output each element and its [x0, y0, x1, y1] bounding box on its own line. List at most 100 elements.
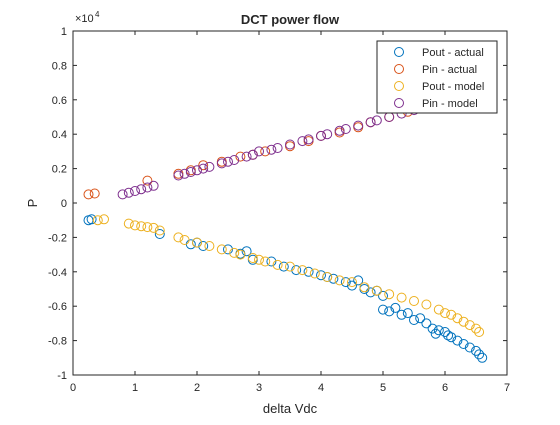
y-tick-label: -0.8 [48, 336, 67, 348]
data-point [378, 304, 388, 315]
data-point [285, 261, 295, 272]
y-exponent-power: 4 [95, 10, 100, 19]
legend-item: Pout - actual [394, 47, 484, 59]
data-point [266, 256, 277, 267]
data-point [340, 124, 351, 134]
data-point [204, 241, 215, 251]
data-point [272, 143, 283, 153]
data-point [148, 222, 159, 233]
x-tick-label: 1 [132, 382, 138, 394]
data-point [179, 235, 190, 245]
data-point [235, 249, 246, 260]
data-point [316, 270, 326, 281]
x-tick-label: 2 [194, 382, 200, 394]
x-tick-label: 0 [70, 382, 76, 394]
y-tick-label: 0.8 [52, 60, 67, 72]
legend-box [376, 40, 498, 114]
data-point [198, 241, 209, 251]
data-point [353, 120, 364, 131]
data-point [142, 175, 153, 186]
data-point [371, 285, 382, 296]
x-axis-title: delta Vdc [263, 401, 318, 416]
data-point [371, 115, 382, 126]
data-point [285, 139, 295, 150]
y-tick-label: -0.4 [48, 267, 67, 279]
data-point [378, 290, 388, 301]
y-tick-label: -0.2 [48, 232, 67, 244]
data-point [247, 253, 258, 263]
data-point [260, 256, 271, 267]
data-point [198, 160, 209, 171]
legend-item: Pin - actual [394, 64, 477, 76]
data-point [409, 296, 419, 306]
ticks-layer: 0 1 2 3 4 5 6 7 -1 -0.8 -0.6 -0.4 -0.2 0 0.2 0.4 0.6 0.8 1 [48, 26, 510, 394]
data-point [433, 304, 444, 315]
points-layer [83, 101, 488, 363]
data-point [396, 292, 407, 303]
data-point [421, 299, 432, 310]
data-point [185, 167, 196, 177]
data-point [216, 158, 227, 169]
x-tick-label: 3 [256, 382, 262, 394]
data-point [464, 342, 475, 353]
data-point [266, 144, 277, 155]
data-point [396, 309, 407, 320]
legend-marker [394, 47, 404, 57]
data-point [440, 327, 450, 337]
data-point [347, 280, 357, 291]
x-tick-label: 4 [318, 382, 324, 394]
chart-title: DCT power flow [241, 12, 340, 27]
data-point [235, 151, 246, 162]
data-point [198, 163, 209, 174]
legend-label: Pout - actual [422, 47, 484, 59]
data-point [291, 265, 302, 276]
data-point [322, 272, 333, 282]
data-point [440, 308, 450, 319]
data-point [83, 189, 94, 200]
data-point [328, 273, 339, 284]
data-point [474, 327, 485, 337]
x-tick-label: 6 [442, 382, 448, 394]
y-axis-title: P [25, 199, 40, 208]
data-point [390, 302, 401, 313]
legend-marker [394, 64, 404, 74]
y-tick-label: 1 [61, 26, 67, 38]
data-point [384, 289, 395, 300]
legend-label: Pin - actual [422, 64, 477, 76]
data-point [89, 188, 100, 199]
data-point [272, 259, 283, 270]
data-point [229, 247, 240, 258]
data-point [223, 244, 233, 255]
data-point [347, 277, 357, 288]
data-point [297, 265, 308, 276]
data-point [117, 189, 128, 200]
data-point [142, 182, 153, 193]
series-2 [92, 214, 485, 337]
legend-item: Pin - model [394, 98, 478, 110]
data-point [254, 146, 264, 157]
data-point [303, 134, 314, 145]
data-point [452, 313, 463, 324]
y-tick-label: 0.6 [52, 95, 67, 107]
data-point [247, 149, 258, 160]
data-point [415, 313, 426, 324]
data-point [458, 339, 469, 349]
series-3 [117, 101, 432, 200]
data-point [254, 254, 264, 265]
data-point [402, 308, 413, 319]
y-exponent-base: ×10 [75, 13, 94, 25]
data-point [142, 222, 153, 233]
data-point [216, 244, 227, 255]
legend: Pout - actual Pin - actual Pout - model Pin… [376, 40, 498, 114]
data-point [148, 180, 159, 191]
legend-label: Pin - model [422, 98, 478, 110]
data-point [192, 237, 202, 248]
data-point [229, 155, 240, 165]
data-point [123, 218, 134, 229]
data-point [173, 170, 184, 181]
data-point [464, 320, 475, 331]
data-point [477, 352, 488, 363]
data-point [99, 214, 109, 225]
data-point [241, 246, 252, 257]
data-point [421, 318, 432, 329]
